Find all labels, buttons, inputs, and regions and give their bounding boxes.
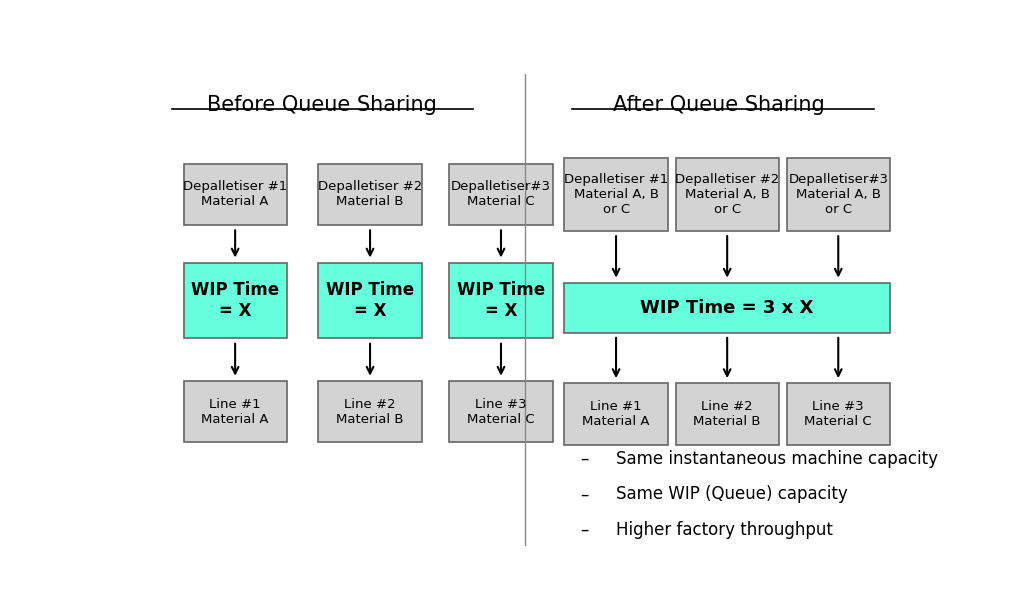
FancyBboxPatch shape: [450, 381, 553, 443]
Text: –: –: [581, 486, 589, 503]
FancyBboxPatch shape: [564, 383, 668, 445]
Text: Depalletiser#3
Material C: Depalletiser#3 Material C: [451, 181, 551, 208]
Text: WIP Time
= X: WIP Time = X: [326, 281, 414, 320]
FancyBboxPatch shape: [183, 163, 287, 225]
Text: Same instantaneous machine capacity: Same instantaneous machine capacity: [616, 450, 938, 468]
Text: Depalletiser#3
Material A, B
or C: Depalletiser#3 Material A, B or C: [788, 173, 888, 216]
Text: Before Queue Sharing: Before Queue Sharing: [208, 95, 437, 115]
FancyBboxPatch shape: [564, 283, 890, 333]
FancyBboxPatch shape: [318, 263, 422, 338]
Text: Depalletiser #1
Material A: Depalletiser #1 Material A: [183, 181, 288, 208]
Text: Depalletiser #2
Material A, B
or C: Depalletiser #2 Material A, B or C: [675, 173, 779, 216]
Text: Line #3
Material C: Line #3 Material C: [805, 400, 872, 428]
Text: –: –: [581, 450, 589, 468]
Text: Line #1
Material A: Line #1 Material A: [583, 400, 650, 428]
FancyBboxPatch shape: [450, 163, 553, 225]
FancyBboxPatch shape: [183, 381, 287, 443]
FancyBboxPatch shape: [676, 383, 778, 445]
Text: WIP Time = 3 x X: WIP Time = 3 x X: [640, 298, 814, 317]
Text: WIP Time
= X: WIP Time = X: [457, 281, 545, 320]
Text: Line #1
Material A: Line #1 Material A: [202, 398, 269, 426]
FancyBboxPatch shape: [676, 158, 778, 231]
Text: After Queue Sharing: After Queue Sharing: [613, 95, 825, 115]
FancyBboxPatch shape: [318, 381, 422, 443]
FancyBboxPatch shape: [786, 383, 890, 445]
FancyBboxPatch shape: [183, 263, 287, 338]
FancyBboxPatch shape: [786, 158, 890, 231]
Text: –: –: [581, 521, 589, 539]
Text: Same WIP (Queue) capacity: Same WIP (Queue) capacity: [616, 486, 848, 503]
Text: Line #2
Material B: Line #2 Material B: [336, 398, 403, 426]
Text: Line #2
Material B: Line #2 Material B: [693, 400, 761, 428]
Text: Line #3
Material C: Line #3 Material C: [467, 398, 535, 426]
Text: Depalletiser #2
Material B: Depalletiser #2 Material B: [317, 181, 422, 208]
FancyBboxPatch shape: [564, 158, 668, 231]
Text: Higher factory throughput: Higher factory throughput: [616, 521, 833, 539]
FancyBboxPatch shape: [450, 263, 553, 338]
Text: WIP Time
= X: WIP Time = X: [191, 281, 280, 320]
FancyBboxPatch shape: [318, 163, 422, 225]
Text: Depalletiser #1
Material A, B
or C: Depalletiser #1 Material A, B or C: [564, 173, 669, 216]
